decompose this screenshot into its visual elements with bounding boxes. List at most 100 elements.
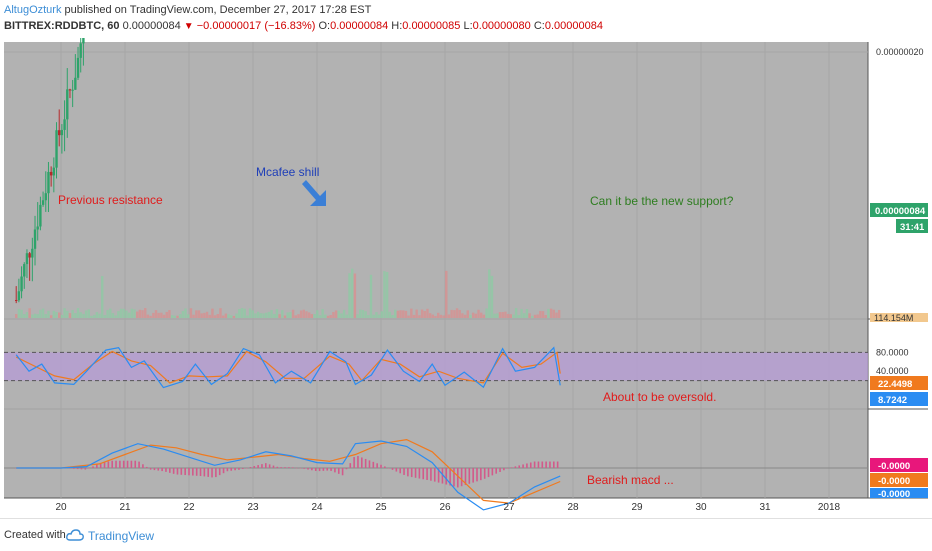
annotation-bearish-macd: Bearish macd ... (587, 473, 674, 487)
macd-histogram-bar (238, 468, 240, 470)
volume-bar (377, 314, 381, 318)
volume-bar (200, 313, 203, 318)
macd-histogram-bar (518, 465, 521, 468)
candle-body (55, 130, 58, 168)
macd-histogram-bar (384, 466, 386, 468)
volume-bar (157, 312, 160, 318)
volume-bar (232, 315, 236, 318)
stoch-d-line (15, 350, 561, 384)
macd-histogram-bar (314, 468, 317, 471)
volume-bar (353, 273, 357, 318)
x-tick-label: 22 (183, 502, 195, 513)
macd-histogram-bar (122, 460, 125, 468)
volume-bar (523, 313, 526, 318)
candle-body (31, 248, 34, 258)
volume-bar (361, 309, 365, 318)
volume-bar (17, 308, 21, 318)
volume-bar (482, 314, 486, 318)
volume-bar (340, 313, 343, 318)
x-tick-label: 25 (375, 502, 387, 513)
volume-bar (517, 315, 521, 318)
macd-histogram-bar (145, 466, 148, 468)
volume-bar (74, 313, 77, 318)
volume-bar (216, 314, 219, 318)
volume-bar (485, 308, 488, 318)
volume-bar (531, 315, 534, 318)
macd-histogram-bar (472, 468, 474, 483)
candle-body (71, 89, 74, 91)
candle-body (36, 226, 39, 230)
macd-line (16, 440, 561, 511)
volume-bar (205, 311, 209, 318)
price-pane[interactable] (4, 42, 868, 318)
macd-histogram-bar (361, 457, 363, 468)
volume-bar (15, 314, 18, 318)
candle-body (39, 204, 42, 227)
macd-histogram-bar (76, 468, 79, 470)
macd-histogram-bar (107, 461, 110, 468)
volume-bar (154, 310, 158, 318)
macd-histogram-bar (207, 468, 209, 477)
volume-bar (420, 309, 424, 318)
volume-bar (302, 309, 306, 318)
macd-pane[interactable] (4, 410, 868, 498)
volume-bar (122, 308, 125, 318)
volume-bar (536, 314, 539, 318)
macd-histogram-bar (165, 468, 167, 472)
grid-lines (4, 42, 868, 498)
volume-bar (445, 270, 448, 318)
macd-histogram-bar (134, 460, 137, 468)
macd-histogram-bar (172, 468, 175, 474)
volume-bar (270, 310, 273, 318)
x-tick-label: 30 (695, 502, 707, 513)
volume-bar (278, 314, 281, 318)
author-link[interactable]: AltugOzturk (4, 4, 62, 16)
close-value: 0.00000084 (544, 20, 603, 32)
volume-bar (299, 310, 303, 318)
price-axis[interactable] (868, 42, 928, 498)
volume-bar (396, 310, 400, 318)
volume-bar (49, 315, 53, 318)
x-tick-label: 2018 (818, 502, 841, 513)
volume-bar (369, 274, 373, 318)
macd-histogram-bar (126, 460, 129, 468)
macd-histogram-bar (103, 462, 106, 468)
macd-histogram-bar (495, 468, 497, 474)
macd-histogram-bar (468, 468, 471, 484)
volume-bar (87, 309, 90, 318)
volume-bar (246, 315, 249, 318)
volume-bar (539, 310, 542, 318)
macd-histogram-bar (506, 468, 509, 469)
volume-bar (388, 311, 392, 318)
volume-bar (383, 271, 386, 318)
countdown-tag: 31:41 (896, 219, 928, 233)
volume-bar (509, 314, 512, 318)
last-price-tag: 0.00000084 (870, 203, 928, 217)
volume-bar (493, 313, 496, 318)
volume-bar (431, 314, 435, 318)
svg-text:0.00000084: 0.00000084 (875, 206, 926, 217)
published-text: published on TradingView.com, December 2… (61, 4, 372, 16)
macd-histogram-bar (407, 468, 409, 477)
volume-bar (160, 312, 163, 318)
volume-bar (138, 309, 142, 318)
volume-bar (544, 315, 547, 318)
volume-bar (149, 315, 152, 318)
tradingview-link[interactable]: TradingView (88, 529, 155, 543)
volume-bar (525, 309, 529, 318)
macd-histogram-bar (307, 468, 309, 470)
svg-text:-0.0000: -0.0000 (878, 476, 910, 487)
volume-bar (259, 313, 263, 318)
macd-histogram-bar (529, 462, 532, 468)
macd-histogram-bar (449, 468, 451, 486)
macd-histogram-bar (88, 468, 90, 469)
volume-bar (63, 308, 66, 318)
volume-bar (501, 312, 504, 318)
volume-bar (256, 311, 260, 318)
volume-bar (528, 313, 531, 318)
volume-bar (92, 314, 96, 318)
macd-histogram-bar (169, 468, 171, 473)
chart-area[interactable]: 20 21 22 23 24 25 26 27 28 29 30 31 2018 0.00000020 0.… (0, 38, 932, 518)
volume-bar (359, 309, 362, 318)
volume-bar (227, 314, 230, 318)
